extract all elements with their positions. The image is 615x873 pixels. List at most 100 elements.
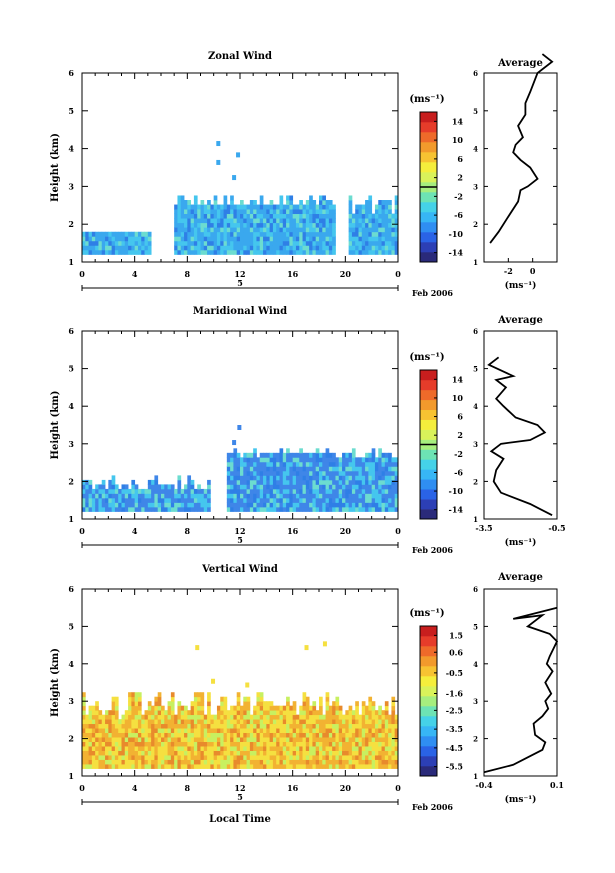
field-cell [305,764,310,769]
field-cell [355,506,359,512]
field-cell [226,470,231,476]
field-cell [253,240,257,246]
colorbar-tick-label: -14 [449,248,464,258]
field-cell [342,750,346,756]
field-cell [315,452,320,458]
field-cell [184,764,188,769]
average-x-tick-label: -0.4 [475,780,493,790]
field-cell [88,484,93,490]
field-cell [305,470,310,476]
field-cell [305,710,310,716]
field-cell [348,737,353,742]
average-y-tick-label: 5 [473,107,478,116]
field-cell [243,723,247,729]
field-cell [197,506,201,512]
field-cell [351,719,356,725]
colorbar-tick-label: -2 [454,449,463,459]
field-cell [381,470,386,476]
field-cell [236,249,241,255]
field-cell [295,764,300,769]
field-cell [85,506,89,512]
field-cell [348,497,353,503]
field-cell [184,737,188,742]
field-cell [289,484,294,490]
field-cell [309,502,313,508]
field-cell [243,506,247,512]
field-cell [154,714,159,720]
field-cell [174,213,178,219]
colorbar-swatch [420,686,437,697]
field-cell [384,741,389,747]
field-cell [141,759,145,765]
field-cell [197,493,201,499]
field-cell [233,710,238,716]
colorbar-swatch [420,479,437,490]
field-cell [269,701,274,707]
field-cell [226,209,231,215]
field-cell [243,710,247,716]
field-cell [213,227,218,233]
field-cell [144,236,149,242]
field-cell [230,764,234,769]
field-cell [269,200,274,205]
field-cell [391,222,396,228]
field-cell [170,723,175,729]
field-cell [233,484,238,490]
field-cell [187,218,192,224]
field-cell [108,493,113,499]
field-cell [394,502,399,508]
field-cell [216,741,221,747]
field-cell [137,696,142,702]
field-cell [319,764,323,769]
field-cell [88,245,93,251]
field-cell [114,737,119,742]
field-cell [210,222,215,228]
field-cell [292,741,297,747]
field-cell [279,497,284,503]
field-cell [272,497,277,503]
field-speck [216,159,221,165]
date-label: Feb 2006 [412,288,453,298]
field-cell [351,741,356,747]
field-cell [236,231,241,237]
field-cell [282,461,287,467]
field-cell [378,452,382,458]
field-cell [174,506,178,512]
field-cell [223,222,228,228]
field-cell [236,484,241,490]
field-cell [259,497,264,503]
field-cell [85,240,89,246]
field-cell [358,249,363,255]
field-cell [358,737,363,742]
field-cell [249,502,254,508]
field-cell [223,764,228,769]
field-cell [368,764,373,769]
field-cell [240,750,244,756]
field-cell [305,209,310,215]
field-cell [249,732,254,738]
field-cell [332,457,336,463]
field-cell [381,732,386,738]
field-cell [319,710,323,716]
field-cell [180,497,185,503]
field-cell [365,457,369,463]
field-cell [374,213,379,219]
field-cell [147,506,152,512]
field-cell [279,759,284,765]
field-cell [210,204,215,210]
field-cell [263,728,267,734]
field-cell [384,701,389,707]
field-cell [187,732,192,738]
field-cell [319,204,323,210]
field-cell [243,479,247,485]
field-cell [269,728,274,734]
field-cell [147,493,152,499]
field-cell [319,452,323,458]
field-cell [85,737,89,742]
field-cell [88,236,93,242]
field-cell [302,502,307,508]
field-cell [180,737,185,742]
field-cell [348,240,353,246]
field-cell [210,231,215,237]
field-cell [272,732,277,738]
